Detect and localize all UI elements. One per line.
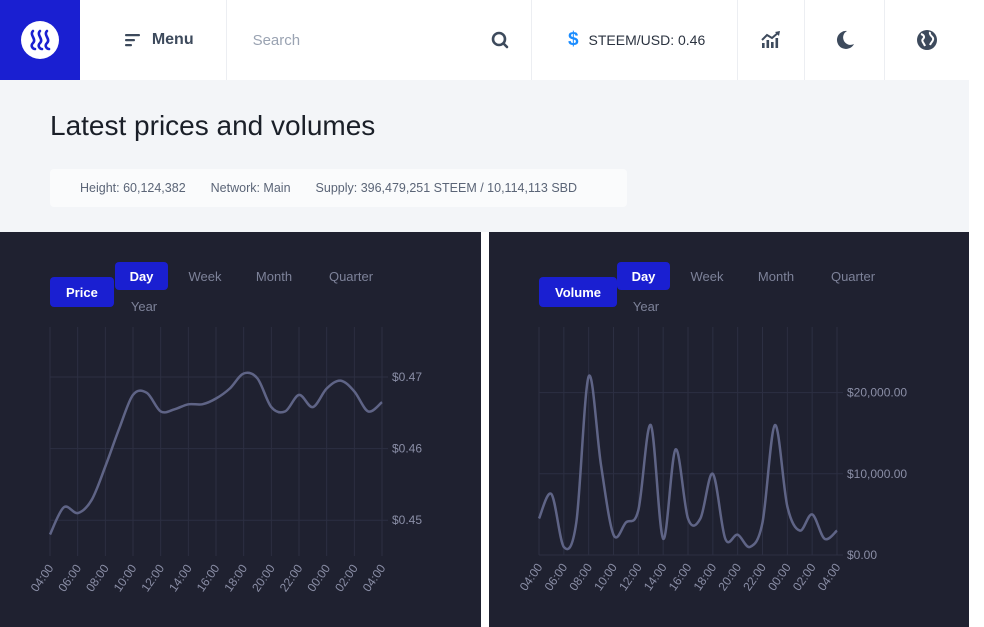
volume-tab-month[interactable]: Month	[757, 268, 795, 284]
page-title: Latest prices and volumes	[50, 110, 376, 141]
dollar-icon: $	[567, 29, 579, 50]
volume-x-tick-label: 08:00	[566, 560, 595, 593]
search-input[interactable]	[250, 30, 455, 50]
price-y-tick-label: $0.46	[392, 442, 422, 456]
chart-icon	[761, 31, 780, 48]
volume-x-tick-label: 22:00	[740, 560, 769, 593]
price-x-tick-label: 04:00	[360, 561, 389, 594]
price-x-tick-label: 22:00	[277, 561, 306, 594]
volume-mode-button[interactable]: Volume	[539, 277, 617, 307]
price-ticker: $ STEEM/USD: 0.46	[532, 0, 738, 80]
volume-series-line	[537, 374, 838, 551]
price-series-line	[48, 371, 383, 536]
volume-y-tick-label: $0.00	[847, 548, 877, 562]
steem-logo-icon	[30, 29, 51, 51]
stat-network: Network: Main	[210, 181, 291, 195]
price-x-tick-label: 20:00	[249, 561, 278, 594]
language-button[interactable]	[885, 0, 969, 80]
price-x-tick-label: 18:00	[221, 561, 250, 594]
volume-y-tick-label: $10,000.00	[847, 467, 907, 481]
dark-mode-toggle[interactable]	[805, 0, 886, 80]
price-chart: $0.47$0.46$0.4504:0006:0008:0010:0012:00…	[28, 327, 422, 594]
volume-x-tick-label: 10:00	[591, 560, 620, 593]
volume-tab-week[interactable]: Week	[690, 268, 724, 284]
volume-x-tick-label: 04:00	[815, 560, 844, 593]
volume-x-tick-label: 20:00	[715, 560, 744, 593]
stat-supply: Supply: 396,479,251 STEEM / 10,114,113 S…	[315, 181, 578, 195]
price-x-tick-label: 02:00	[332, 561, 361, 594]
volume-x-tick-label: 06:00	[542, 560, 571, 593]
logo-container[interactable]	[0, 0, 80, 80]
volume-chart: $20,000.00$10,000.00$0.0004:0006:0008:00…	[517, 327, 907, 593]
chart-button[interactable]	[738, 0, 806, 80]
price-ticker-label: STEEM/USD: 0.46	[588, 32, 706, 48]
price-tab-month[interactable]: Month	[255, 268, 293, 284]
globe-icon	[917, 30, 938, 50]
volume-chart-panel: Volume Day Week Month Quarter Year $20,0…	[489, 232, 969, 627]
volume-x-tick-label: 16:00	[666, 560, 695, 593]
volume-x-tick-label: 14:00	[641, 560, 670, 593]
price-x-tick-label: 10:00	[111, 561, 140, 594]
price-tab-quarter[interactable]: Quarter	[328, 268, 374, 284]
price-x-tick-label: 04:00	[28, 561, 57, 594]
menu-button[interactable]: Menu	[80, 0, 227, 80]
volume-x-tick-label: 00:00	[765, 560, 794, 593]
top-navbar: Menu $ STEEM/USD: 0.46	[0, 0, 969, 80]
stat-height: Height: 60,124,382	[80, 181, 186, 195]
price-x-tick-label: 06:00	[55, 561, 84, 594]
menu-label: Menu	[151, 31, 194, 48]
price-x-tick-label: 16:00	[194, 561, 223, 594]
price-y-tick-label: $0.47	[392, 370, 422, 384]
volume-x-tick-label: 04:00	[517, 560, 546, 593]
search-bar	[227, 0, 532, 80]
price-x-tick-label: 12:00	[138, 561, 167, 594]
chain-stats-bar: Height: 60,124,382 Network: Main Supply:…	[50, 169, 627, 207]
price-tab-day[interactable]: Day	[115, 262, 168, 290]
price-tab-year[interactable]: Year	[130, 298, 158, 314]
volume-x-tick-label: 18:00	[691, 560, 720, 593]
steem-logo	[20, 21, 59, 59]
search-icon[interactable]	[491, 31, 509, 49]
page-header: Latest prices and volumes Height: 60,124…	[0, 80, 969, 232]
price-mode-button[interactable]: Price	[50, 277, 114, 307]
volume-tab-year[interactable]: Year	[632, 298, 660, 314]
volume-tab-quarter[interactable]: Quarter	[830, 268, 876, 284]
volume-x-tick-label: 02:00	[790, 560, 819, 593]
menu-icon	[124, 34, 140, 47]
price-y-tick-label: $0.45	[392, 513, 422, 527]
price-x-tick-label: 08:00	[83, 561, 112, 594]
price-x-tick-label: 14:00	[166, 561, 195, 594]
volume-x-tick-label: 12:00	[616, 560, 645, 593]
price-tab-week[interactable]: Week	[188, 268, 222, 284]
moon-icon	[836, 30, 854, 49]
price-x-tick-label: 00:00	[304, 561, 333, 594]
volume-y-tick-label: $20,000.00	[847, 386, 907, 400]
price-chart-panel: Price Day Week Month Quarter Year $0.47 $…	[0, 232, 481, 627]
volume-tab-day[interactable]: Day	[617, 262, 670, 290]
